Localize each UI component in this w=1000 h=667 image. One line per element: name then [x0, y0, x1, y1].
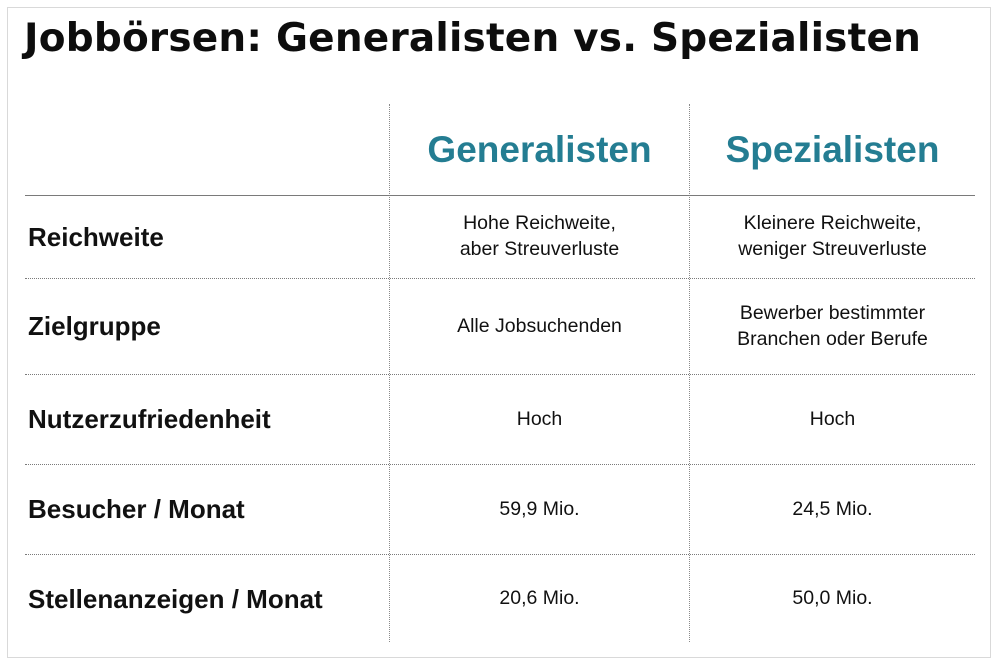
header-rule: [25, 195, 975, 196]
cell-besucher-spezialisten: 24,5 Mio.: [792, 497, 873, 520]
row-label-besucher-monat: Besucher / Monat: [28, 494, 245, 524]
row-label-zielgruppe: Zielgruppe: [28, 311, 161, 341]
column-divider-1: [389, 104, 390, 642]
row-label-reichweite: Reichweite: [28, 221, 164, 252]
row-divider: [25, 464, 975, 465]
cell-zielgruppe-spezialisten: Bewerber bestimmter Branchen oder Berufe: [737, 301, 928, 350]
cell-reichweite-spezialisten: Kleinere Reichweite, weniger Streuverlus…: [738, 212, 927, 260]
cell-besucher-generalisten: 59,9 Mio.: [499, 497, 580, 520]
row-divider: [25, 278, 975, 279]
cell-zielgruppe-generalisten: Alle Jobsuchenden: [457, 314, 622, 337]
page-title: Jobbörsen: Generalisten vs. Spezialisten: [24, 16, 922, 61]
cell-stellenanzeigen-spezialisten: 50,0 Mio.: [792, 587, 873, 610]
column-divider-2: [689, 104, 690, 642]
row-divider: [25, 554, 975, 555]
cell-nutzerzufriedenheit-generalisten: Hoch: [516, 407, 563, 430]
cell-nutzerzufriedenheit-spezialisten: Hoch: [809, 407, 856, 430]
column-header-spezialisten: Spezialisten: [725, 129, 940, 170]
row-label-stellenanzeigen-monat: Stellenanzeigen / Monat: [28, 583, 323, 614]
comparison-card: [7, 7, 991, 658]
row-divider: [25, 374, 975, 375]
row-label-nutzerzufriedenheit: Nutzerzufriedenheit: [28, 404, 271, 434]
column-header-generalisten: Generalisten: [427, 129, 652, 170]
cell-stellenanzeigen-generalisten: 20,6 Mio.: [499, 587, 580, 610]
cell-reichweite-generalisten: Hohe Reichweite, aber Streuverluste: [459, 212, 620, 260]
